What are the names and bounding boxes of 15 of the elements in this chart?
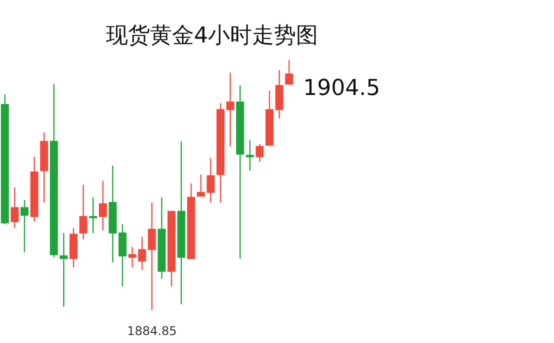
text: 1904.5	[303, 76, 380, 101]
candlestick	[246, 140, 254, 172]
candlestick	[118, 224, 126, 288]
candlestick	[79, 184, 88, 240]
candlestick	[226, 72, 234, 148]
candlestick	[60, 232, 68, 308]
candlestick	[285, 59, 294, 85]
candlestick	[20, 199, 28, 253]
candlestick	[98, 180, 107, 232]
candlestick	[10, 186, 19, 229]
candlestick	[148, 202, 156, 311]
chart-title: 现货黄金4小时走势图	[106, 23, 318, 48]
candlestick	[256, 143, 264, 162]
annotation: 1884.85	[127, 324, 177, 338]
candlestick	[89, 196, 98, 234]
